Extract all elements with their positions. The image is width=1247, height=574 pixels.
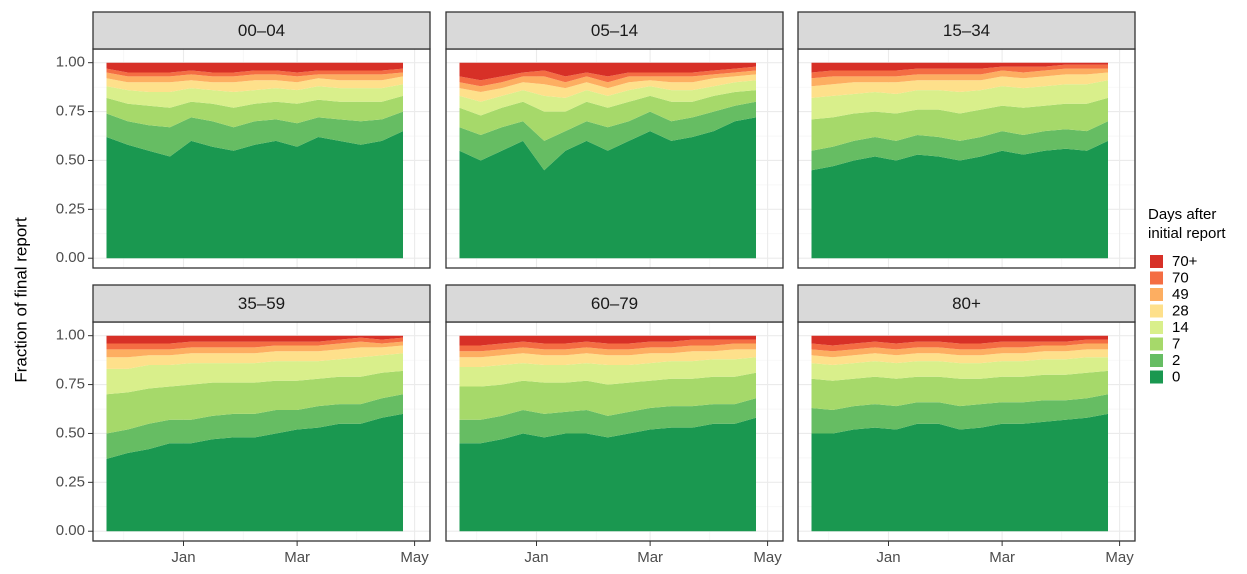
y-tick-label: 0.25 bbox=[56, 473, 85, 490]
y-tick-label: 0.50 bbox=[56, 151, 85, 168]
y-tick-label: 0.75 bbox=[56, 376, 85, 393]
area bbox=[106, 337, 403, 350]
area bbox=[811, 68, 1108, 87]
strip bbox=[445, 11, 784, 50]
legend-label: 2 bbox=[1172, 352, 1180, 369]
legend-swatch bbox=[1150, 304, 1163, 318]
x-tick-label: Jan bbox=[876, 549, 900, 566]
strip-label: 35–59 bbox=[238, 294, 285, 313]
area bbox=[811, 121, 1108, 171]
area bbox=[459, 80, 756, 116]
area bbox=[106, 68, 403, 77]
area bbox=[459, 343, 756, 358]
x-tick-label: May bbox=[753, 549, 782, 566]
legend-label: 70+ bbox=[1172, 253, 1198, 270]
area bbox=[459, 74, 756, 102]
strip bbox=[92, 11, 431, 50]
area bbox=[811, 343, 1108, 358]
x-tick-label: May bbox=[1105, 549, 1134, 566]
area bbox=[459, 90, 756, 141]
area bbox=[811, 370, 1108, 410]
area bbox=[106, 353, 403, 395]
legend-label: 70 bbox=[1172, 269, 1189, 286]
area bbox=[106, 370, 403, 434]
x-tick-label: Jan bbox=[524, 549, 548, 566]
area bbox=[459, 101, 756, 171]
area bbox=[106, 335, 403, 344]
y-tick-label: 1.00 bbox=[56, 54, 85, 71]
x-tick-label: May bbox=[400, 549, 429, 566]
area bbox=[459, 398, 756, 444]
x-tick-label: Jan bbox=[171, 549, 195, 566]
area bbox=[106, 131, 403, 259]
area bbox=[811, 335, 1108, 346]
area bbox=[811, 72, 1108, 98]
area bbox=[459, 349, 756, 367]
strip bbox=[797, 11, 1136, 50]
legend-label: 0 bbox=[1172, 368, 1180, 385]
area bbox=[106, 413, 403, 532]
y-tick-label: 1.00 bbox=[56, 327, 85, 344]
area bbox=[811, 97, 1108, 151]
legend-label: 7 bbox=[1172, 335, 1180, 352]
area bbox=[459, 335, 756, 346]
area bbox=[811, 339, 1108, 352]
strip bbox=[797, 284, 1136, 323]
area bbox=[811, 62, 1108, 73]
legend-swatch bbox=[1150, 370, 1163, 384]
area bbox=[459, 339, 756, 352]
area bbox=[811, 394, 1108, 434]
strip-label: 15–34 bbox=[943, 21, 990, 40]
x-tick-label: Mar bbox=[284, 549, 310, 566]
area bbox=[106, 62, 403, 73]
legend-label: 14 bbox=[1172, 319, 1189, 336]
strip bbox=[445, 284, 784, 323]
legend-swatch bbox=[1150, 337, 1163, 351]
y-tick-label: 0.50 bbox=[56, 424, 85, 441]
area bbox=[811, 80, 1108, 120]
legend-swatch bbox=[1150, 321, 1163, 334]
strip-label: 80+ bbox=[952, 294, 981, 313]
strip bbox=[92, 284, 431, 323]
area bbox=[811, 349, 1108, 365]
area bbox=[811, 64, 1108, 79]
area bbox=[106, 111, 403, 157]
area bbox=[459, 357, 756, 387]
area bbox=[106, 72, 403, 83]
area bbox=[106, 95, 403, 128]
y-tick-label: 0.00 bbox=[56, 522, 85, 539]
area bbox=[459, 66, 756, 87]
legend-title: Days after initial report bbox=[1148, 206, 1226, 242]
y-tick-label: 0.75 bbox=[56, 103, 85, 120]
strip-label: 60–79 bbox=[591, 294, 638, 313]
legend-swatch bbox=[1150, 288, 1163, 301]
strip-label: 00–04 bbox=[238, 21, 285, 40]
area bbox=[811, 140, 1108, 259]
legend-swatch bbox=[1150, 255, 1163, 268]
legend-label: 49 bbox=[1172, 286, 1189, 303]
area bbox=[459, 117, 756, 259]
strip-label: 05–14 bbox=[591, 21, 638, 40]
area bbox=[106, 84, 403, 108]
area bbox=[106, 394, 403, 459]
area bbox=[459, 62, 756, 81]
y-tick-label: 0.25 bbox=[56, 200, 85, 217]
legend-label: 28 bbox=[1172, 302, 1189, 319]
area bbox=[106, 345, 403, 369]
area bbox=[459, 372, 756, 420]
area bbox=[811, 357, 1108, 381]
x-tick-label: Mar bbox=[637, 549, 663, 566]
area bbox=[811, 413, 1108, 532]
x-tick-label: Mar bbox=[989, 549, 1015, 566]
y-tick-label: 0.00 bbox=[56, 249, 85, 266]
area bbox=[459, 70, 756, 92]
area bbox=[106, 76, 403, 92]
area bbox=[459, 417, 756, 532]
legend-swatch bbox=[1150, 354, 1163, 367]
y-axis-label: Fraction of final report bbox=[11, 217, 30, 383]
area bbox=[106, 341, 403, 358]
legend-swatch bbox=[1150, 271, 1163, 285]
